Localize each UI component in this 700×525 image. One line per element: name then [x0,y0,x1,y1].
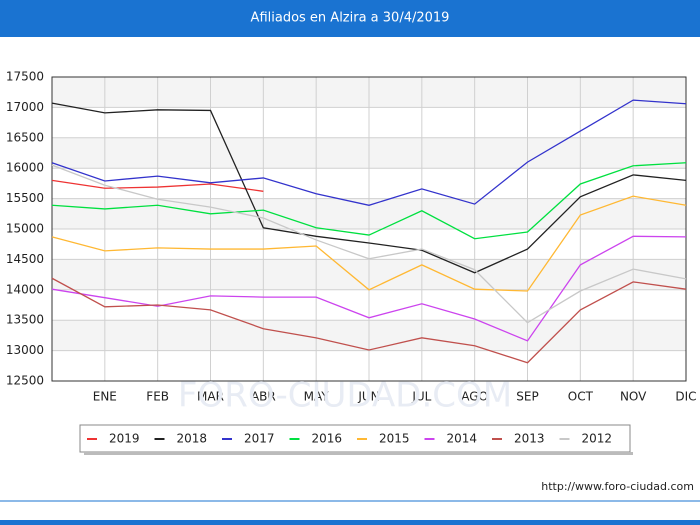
header-bar [0,0,700,37]
series-line [51,162,687,240]
legend-label: 2016 [312,432,343,446]
legend-label: 2014 [447,432,478,446]
x-tick-label: JUN [357,390,379,404]
source-url: http://www.foro-ciudad.com [541,480,694,493]
y-tick-label: 13500 [6,313,44,327]
legend-box [79,424,631,453]
x-tick-label: NOV [620,390,647,404]
x-tick-label: SEP [516,390,538,404]
legend-label: 2012 [582,432,613,446]
y-tick-label: 14500 [6,252,44,266]
y-tick-label: 15000 [6,222,44,236]
legend-shadow [84,452,633,455]
series-line [51,179,264,192]
y-tick-label: 12500 [6,374,44,388]
chart-title: Afiliados en Alzira a 30/4/2019 [251,11,450,26]
series-line [51,99,687,206]
series-line [51,235,687,342]
plot-frame [51,76,687,382]
plot-area: 12500 13000 13500 14000 14500 15000 15500 16000… [6,70,697,404]
series-line [51,102,687,274]
y-tick-label: 17500 [6,70,44,84]
series-line [51,164,687,324]
y-tick-label: 14000 [6,282,44,296]
y-tick-label: 13000 [6,343,44,357]
y-tick-label: 15500 [6,191,44,205]
legend-label: 2019 [109,432,140,446]
x-tick-label: ENE [93,390,117,404]
series-line [51,195,687,292]
x-tick-label: DIC [675,390,696,404]
y-tick-label: 17000 [6,100,44,114]
x-tick-label: OCT [568,390,594,404]
x-tick-label: ABR [251,390,276,404]
x-tick-label: FEB [146,390,169,404]
y-tick-label: 16500 [6,130,44,144]
x-tick-label: MAY [304,390,330,404]
x-tick-label: AGO [461,390,488,404]
legend-label: 2018 [177,432,208,446]
x-tick-label: JUL [411,390,431,404]
y-tick-label: 16000 [6,161,44,175]
legend-label: 2013 [514,432,545,446]
footer-bar [0,520,700,525]
x-tick-label: MAR [197,390,224,404]
legend-label: 2015 [379,432,410,446]
watermark: FORO-CIUDAD.COM [178,376,512,416]
series-line [51,277,687,364]
legend-label: 2017 [244,432,275,446]
